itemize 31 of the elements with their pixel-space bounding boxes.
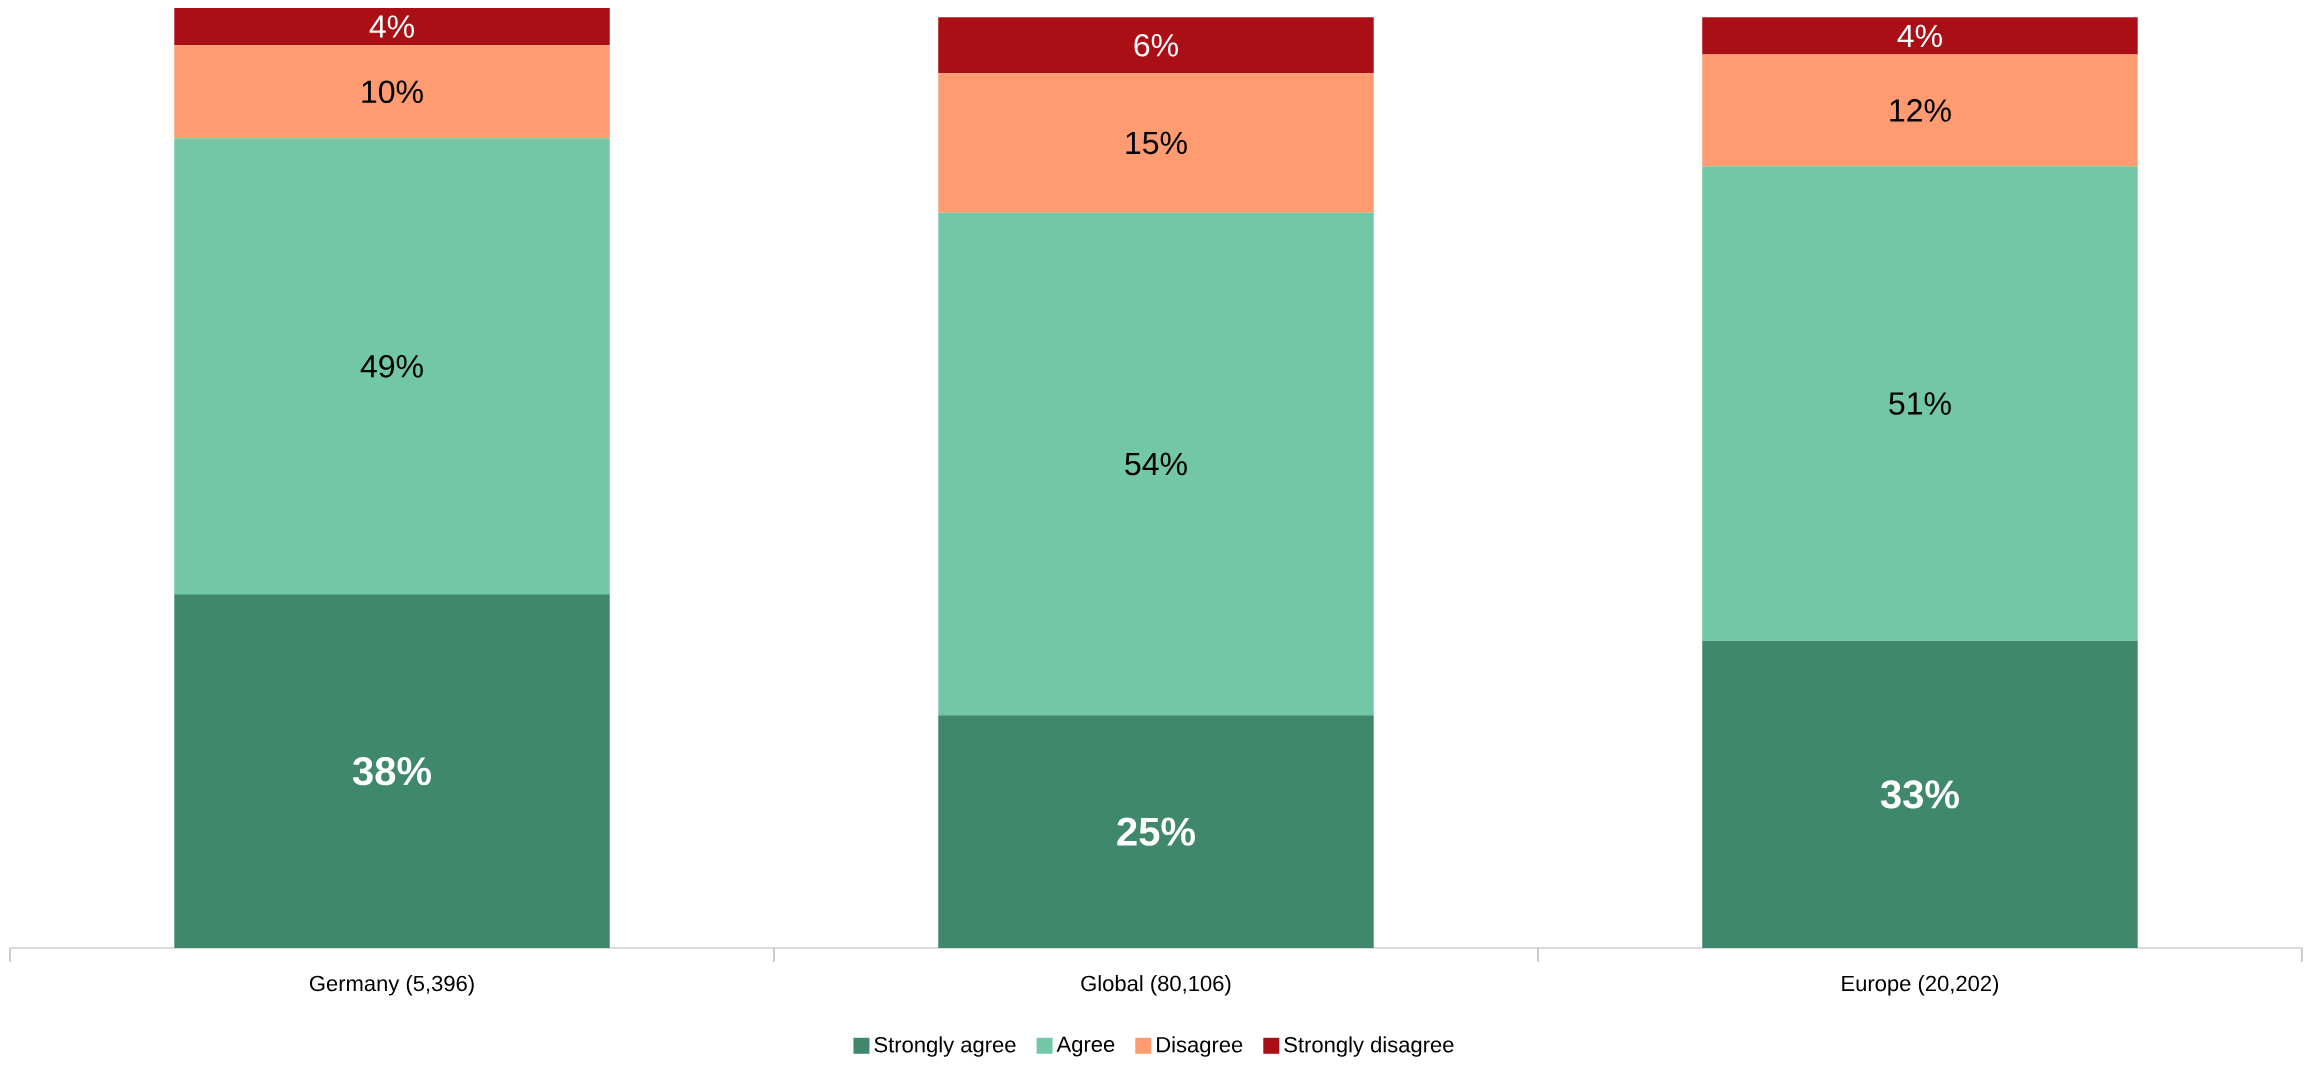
data-label: 33% <box>1880 780 1959 809</box>
legend-label: Strongly agree <box>874 1036 1016 1057</box>
data-label: 4% <box>1897 24 1942 48</box>
data-label: 10% <box>362 80 423 104</box>
data-label: 51% <box>1889 392 1951 415</box>
bar <box>174 45 610 139</box>
bar <box>1702 17 2138 55</box>
bar <box>938 73 1374 213</box>
x-tick-label: Germany (5,396) <box>309 975 474 996</box>
data-label: 6% <box>1134 33 1178 57</box>
bar <box>174 138 610 595</box>
data-label: 38% <box>352 756 431 786</box>
data-label: 54% <box>1125 452 1187 476</box>
bar <box>938 212 1374 716</box>
bar <box>938 17 1374 74</box>
x-tick-label: Europe (20,202) <box>1842 975 1999 996</box>
bar <box>1702 640 2138 948</box>
bar <box>174 594 610 948</box>
bar <box>938 715 1374 948</box>
data-label: 15% <box>1126 131 1187 155</box>
x-tick-label: Global (80,106) <box>1081 975 1231 996</box>
legend-label: Agree <box>1056 1036 1115 1057</box>
bar <box>1702 54 2138 167</box>
data-label: 25% <box>1117 817 1195 846</box>
data-label: 4% <box>369 15 414 38</box>
legend-label: Disagree <box>1157 1036 1243 1057</box>
data-label: 49% <box>360 355 423 378</box>
bar <box>1702 166 2138 641</box>
legend-label: Strongly disagree <box>1284 1036 1454 1057</box>
bar <box>174 8 610 46</box>
data-label: 12% <box>1890 99 1951 122</box>
